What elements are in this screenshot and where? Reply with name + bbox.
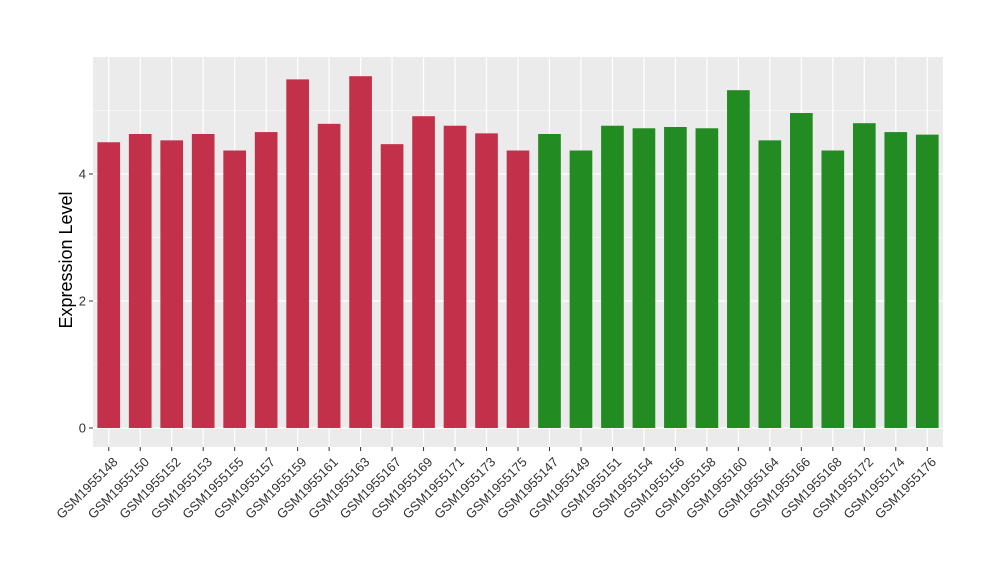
bar-GSM1955169 xyxy=(412,116,435,428)
bar-GSM1955161 xyxy=(317,123,341,429)
bar-GSM1955159 xyxy=(286,79,309,428)
y-axis: 0 2 4 xyxy=(79,167,93,436)
bar-GSM1955153 xyxy=(191,133,215,428)
bar-GSM1955154 xyxy=(632,128,656,428)
bar-GSM1955155 xyxy=(223,150,246,428)
bar-GSM1955175 xyxy=(506,150,530,428)
bar-GSM1955174 xyxy=(884,132,908,428)
x-axis: GSM1955148GSM1955150GSM1955152GSM1955153… xyxy=(53,447,939,522)
bar-GSM1955156 xyxy=(664,127,687,428)
bar-GSM1955160 xyxy=(727,90,750,429)
bar-GSM1955166 xyxy=(790,113,813,428)
bars xyxy=(97,76,939,429)
y-tick-label: 2 xyxy=(79,294,86,309)
bar-GSM1955167 xyxy=(380,144,404,428)
y-axis-title: Expression Level xyxy=(56,191,76,328)
bar-GSM1955172 xyxy=(852,123,876,428)
bar-GSM1955151 xyxy=(601,125,624,429)
bar-GSM1955163 xyxy=(349,76,372,429)
y-tick-label: 0 xyxy=(79,421,86,436)
bar-GSM1955171 xyxy=(443,125,467,429)
bar-GSM1955149 xyxy=(569,150,593,428)
bar-GSM1955158 xyxy=(695,128,719,428)
y-tick-label: 4 xyxy=(79,167,86,182)
bar-GSM1955176 xyxy=(915,134,939,428)
bar-GSM1955157 xyxy=(254,132,278,428)
bar-GSM1955173 xyxy=(475,133,498,429)
bar-GSM1955147 xyxy=(538,133,561,428)
bar-GSM1955168 xyxy=(821,150,845,428)
bar-GSM1955164 xyxy=(758,140,782,428)
bar-GSM1955150 xyxy=(128,133,152,428)
bar-GSM1955148 xyxy=(97,142,121,428)
bar-GSM1955152 xyxy=(160,140,184,428)
